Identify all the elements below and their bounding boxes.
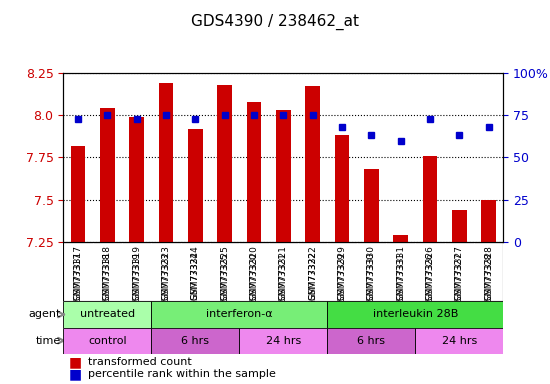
Text: ■: ■	[69, 356, 82, 369]
Text: GSM773328: GSM773328	[484, 245, 493, 300]
Bar	[422, 156, 437, 242]
Text: GSM773318: GSM773318	[103, 245, 112, 300]
Text: GSM773325: GSM773325	[220, 245, 229, 300]
Bar	[246, 102, 261, 242]
Text: 24 hrs: 24 hrs	[266, 336, 301, 346]
Bar	[452, 210, 466, 242]
Bar	[239, 328, 327, 354]
Bar	[151, 301, 327, 328]
Bar	[70, 146, 85, 242]
Text: percentile rank within the sample: percentile rank within the sample	[88, 369, 276, 379]
Bar	[63, 301, 151, 328]
Bar	[327, 301, 503, 328]
Text: untreated: untreated	[80, 310, 135, 319]
Bar	[481, 200, 496, 242]
Text: time: time	[35, 336, 60, 346]
Bar	[188, 129, 202, 242]
Text: 24 hrs: 24 hrs	[442, 336, 477, 346]
Text: ■: ■	[69, 367, 82, 381]
Bar	[151, 328, 239, 354]
Text: agent: agent	[28, 310, 60, 319]
Text: GSM773317: GSM773317	[73, 245, 82, 300]
Bar	[63, 328, 151, 354]
Text: control: control	[88, 336, 126, 346]
Text: GSM773326: GSM773326	[425, 245, 435, 300]
Text: 6 hrs: 6 hrs	[358, 336, 385, 346]
Text: GSM773327: GSM773327	[455, 245, 464, 300]
Text: GDS4390 / 238462_at: GDS4390 / 238462_at	[191, 13, 359, 30]
Bar	[334, 136, 349, 242]
Bar	[158, 83, 173, 242]
Text: GSM773323: GSM773323	[161, 245, 170, 300]
Text: GSM773331: GSM773331	[396, 245, 405, 300]
Bar	[100, 108, 114, 242]
Text: 6 hrs: 6 hrs	[182, 336, 209, 346]
Text: GSM773324: GSM773324	[191, 245, 200, 300]
Text: GSM773321: GSM773321	[279, 245, 288, 300]
Text: GSM773330: GSM773330	[367, 245, 376, 300]
Text: interferon-α: interferon-α	[206, 310, 273, 319]
Text: GSM773319: GSM773319	[132, 245, 141, 300]
Bar	[415, 328, 503, 354]
Bar	[217, 85, 232, 242]
Bar	[276, 110, 290, 242]
Text: GSM773329: GSM773329	[337, 245, 346, 300]
Bar	[305, 86, 320, 242]
Bar	[327, 328, 415, 354]
Text: interleukin 28B: interleukin 28B	[372, 310, 458, 319]
Bar	[364, 169, 378, 242]
Bar	[393, 235, 408, 242]
Text: transformed count: transformed count	[88, 358, 192, 367]
Text: GSM773322: GSM773322	[308, 245, 317, 300]
Text: GSM773320: GSM773320	[249, 245, 258, 300]
Bar	[129, 117, 144, 242]
